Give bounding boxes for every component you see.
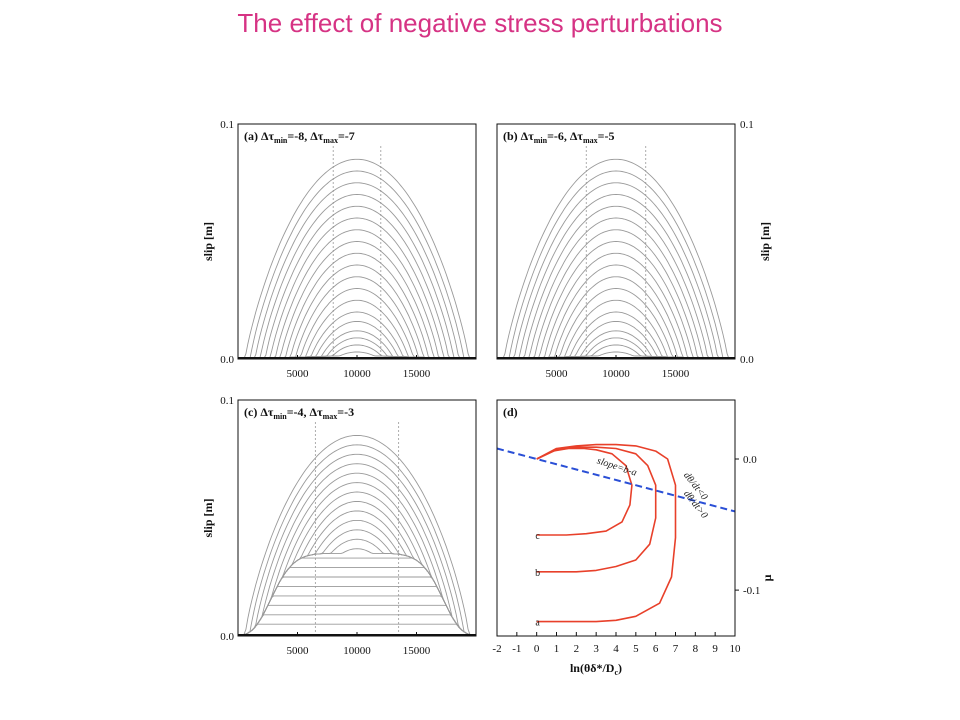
slip-curve — [237, 567, 477, 637]
slip-curve — [237, 434, 477, 637]
panel-title: (a) Δτmin=-8, Δτmax=-7 — [244, 129, 355, 145]
y-tick-label: 0.0 — [220, 631, 234, 643]
x-tick-label: 15000 — [403, 368, 431, 380]
x-tick-label: 1 — [554, 643, 560, 655]
slip-curve — [237, 320, 477, 360]
steady-state-line — [496, 447, 736, 513]
annotation: slope=b-a — [595, 456, 638, 479]
x-tick-label: 5000 — [287, 645, 310, 657]
x-tick-label: 8 — [693, 643, 699, 655]
curve-label: a — [535, 618, 540, 629]
x-tick-label: 3 — [593, 643, 599, 655]
y-tick-label: 0.1 — [740, 119, 754, 131]
x-tick-label: 5000 — [287, 368, 310, 380]
slip-curve — [237, 538, 477, 637]
panel-title: (c) Δτmin=-4, Δτmax=-3 — [244, 405, 354, 421]
x-tick-label: 6 — [653, 643, 659, 655]
slip-curve — [237, 519, 477, 637]
y-tick-label: 0.0 — [743, 454, 757, 466]
slide-title: The effect of negative stress perturbati… — [237, 8, 723, 38]
slip-curve — [237, 170, 477, 360]
slip-curve — [496, 182, 736, 360]
y-tick-label: -0.1 — [743, 585, 760, 597]
curve-label: c — [535, 531, 540, 542]
slip-curve — [237, 548, 477, 637]
slip-curve — [496, 205, 736, 360]
slip-curve — [237, 229, 477, 360]
panel-title: (d) — [503, 405, 518, 419]
x-tick-label: 10000 — [343, 645, 371, 657]
x-tick-label: 2 — [574, 643, 580, 655]
slip-curve — [237, 158, 477, 360]
x-tick-label: 10 — [730, 643, 742, 655]
slip-curve — [237, 299, 477, 360]
slip-curve — [237, 444, 477, 637]
slip-curve — [496, 158, 736, 360]
x-tick-label: 5 — [633, 643, 639, 655]
x-tick-label: 7 — [673, 643, 679, 655]
slip-curve — [496, 170, 736, 360]
slip-curve — [237, 472, 477, 637]
curve-label: b — [535, 568, 540, 579]
slip-curve — [237, 623, 477, 637]
x-axis-label: ln(θδ*/Dc) — [570, 661, 622, 677]
slip-curve — [237, 463, 477, 637]
trajectory-a — [536, 443, 677, 623]
x-tick-label: -1 — [512, 643, 521, 655]
x-tick-label: 0 — [534, 643, 540, 655]
y-tick-label: 0.1 — [220, 119, 234, 131]
slip-curve — [237, 205, 477, 360]
slip-curve — [496, 299, 736, 360]
y-axis-label: μ — [760, 574, 774, 581]
slip-curve — [496, 320, 736, 360]
y-tick-label: 0.0 — [220, 354, 234, 366]
x-tick-label: -2 — [492, 643, 501, 655]
y-axis-label: slip [m] — [201, 222, 215, 261]
slip-curve — [237, 217, 477, 360]
slip-curve — [496, 217, 736, 360]
panel-c: 5000 10000 15000 0.0 0.1 slip [m] (c) Δτmin=-4… — [201, 395, 477, 657]
x-tick-label: 5000 — [546, 368, 569, 380]
y-tick-label: 0.0 — [740, 354, 754, 366]
x-tick-label: 15000 — [662, 368, 690, 380]
panel-title: (b) Δτmin=-6, Δτmax=-5 — [503, 129, 614, 145]
y-tick-label: 0.1 — [220, 395, 234, 407]
x-tick-label: 15000 — [403, 645, 431, 657]
trajectory-b — [536, 446, 657, 573]
slip-curve — [237, 614, 477, 637]
x-tick-label: 10000 — [343, 368, 371, 380]
x-tick-label: 9 — [712, 643, 718, 655]
trajectory-c — [536, 447, 633, 536]
x-tick-label: 4 — [613, 643, 619, 655]
x-tick-label: 10000 — [602, 368, 630, 380]
slip-curve — [496, 194, 736, 360]
slip-curve — [237, 576, 477, 637]
slip-curve — [237, 501, 477, 637]
slip-curve — [237, 482, 477, 637]
slip-curve — [237, 453, 477, 637]
panel-b: 5000 10000 15000 0.0 0.1 slip [m] (b) Δτmin=-6… — [496, 119, 772, 380]
slip-curve — [237, 604, 477, 637]
slip-curve — [237, 182, 477, 360]
slip-curve — [237, 491, 477, 637]
slip-curve — [237, 194, 477, 360]
y-axis-label: slip [m] — [758, 222, 772, 261]
y-axis-label: slip [m] — [201, 498, 215, 537]
slip-curve — [237, 595, 477, 637]
panel-a: 5000 10000 15000 0.0 0.1 slip [m] (a) Δτmin=-8… — [201, 119, 477, 380]
slip-curve — [496, 229, 736, 360]
